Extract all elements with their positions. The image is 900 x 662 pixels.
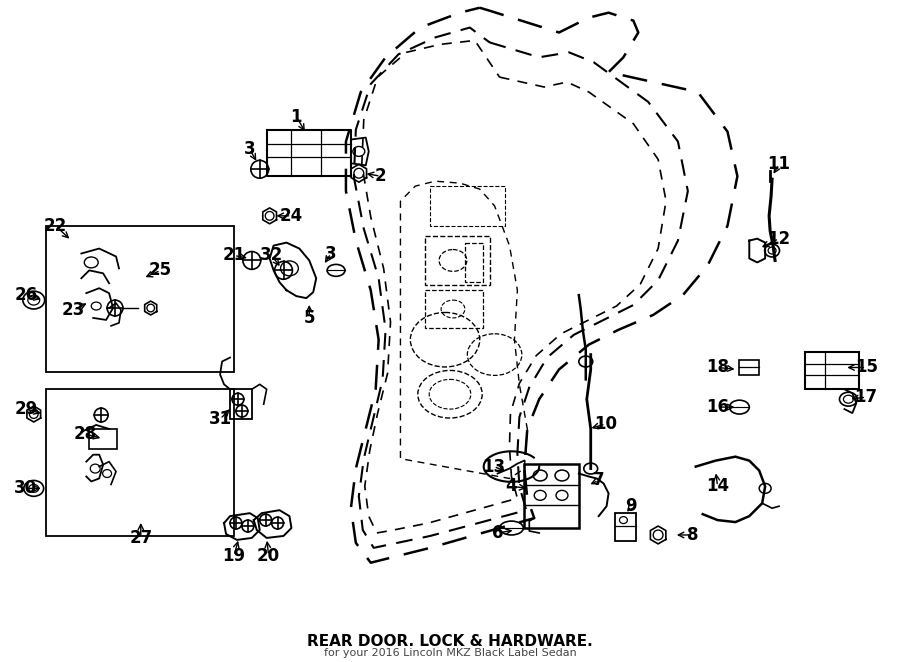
Bar [425,236,490,285]
Text: 12: 12 [768,230,790,248]
Bar [740,359,760,375]
Text: 23: 23 [62,301,85,319]
Text: 24: 24 [280,207,303,225]
Text: 25: 25 [149,261,172,279]
Bar [46,389,234,536]
Bar [425,290,482,328]
Text: 3: 3 [244,140,256,158]
Text: 3: 3 [325,244,337,263]
Text: 27: 27 [130,529,152,547]
Text: 7: 7 [593,471,605,489]
Text: 6: 6 [491,524,503,542]
Text: 18: 18 [706,359,729,377]
Bar [615,513,636,541]
Bar [465,242,482,282]
Text: 26: 26 [14,286,38,304]
Bar [89,429,117,449]
Text: 9: 9 [626,497,637,515]
Text: 10: 10 [594,415,617,433]
Text: for your 2016 Lincoln MKZ Black Label Sedan: for your 2016 Lincoln MKZ Black Label Se… [324,648,576,658]
Text: 1: 1 [291,108,302,126]
Text: 14: 14 [706,477,729,495]
Text: 19: 19 [222,547,246,565]
Bar [805,352,860,389]
Text: 2: 2 [374,167,386,185]
Text: 32: 32 [260,246,284,265]
Bar [525,463,579,528]
Text: 29: 29 [14,400,38,418]
Text: 5: 5 [303,309,315,327]
Text: 11: 11 [768,156,790,173]
Text: 16: 16 [706,398,729,416]
Text: 15: 15 [855,359,878,377]
Text: 28: 28 [74,425,97,443]
Bar [430,186,505,226]
Text: REAR DOOR. LOCK & HARDWARE.: REAR DOOR. LOCK & HARDWARE. [307,634,593,649]
Text: 17: 17 [855,388,878,406]
Text: 22: 22 [44,216,68,235]
Text: 13: 13 [482,457,505,475]
Text: 4: 4 [506,477,518,495]
Text: 8: 8 [687,526,698,544]
Text: 30: 30 [14,479,38,497]
Text: 21: 21 [222,246,246,265]
Bar [46,226,234,373]
Bar [230,389,252,419]
Text: 20: 20 [257,547,280,565]
Text: 31: 31 [209,410,231,428]
